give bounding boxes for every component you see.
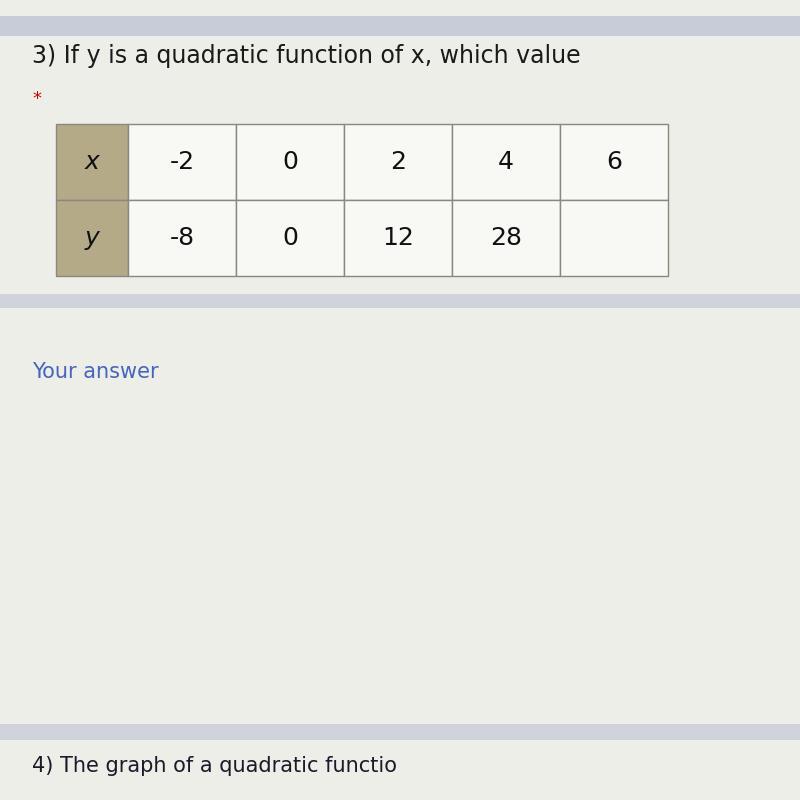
Bar bbox=[0, 294, 800, 308]
Bar bbox=[128, 124, 236, 200]
Bar bbox=[0, 724, 800, 740]
Text: y: y bbox=[85, 226, 99, 250]
Text: 6: 6 bbox=[606, 150, 622, 174]
Bar bbox=[236, 124, 344, 200]
Text: -2: -2 bbox=[170, 150, 194, 174]
Text: 28: 28 bbox=[490, 226, 522, 250]
Bar bbox=[236, 200, 344, 276]
Bar bbox=[560, 124, 668, 200]
Text: 4: 4 bbox=[498, 150, 514, 174]
Bar bbox=[56, 200, 128, 276]
Text: Your answer: Your answer bbox=[32, 362, 158, 382]
Bar bbox=[452, 200, 560, 276]
Bar bbox=[128, 200, 236, 276]
Bar bbox=[344, 124, 452, 200]
Text: -8: -8 bbox=[170, 226, 194, 250]
Bar bbox=[0, 16, 800, 36]
Bar bbox=[344, 200, 452, 276]
Bar bbox=[56, 124, 128, 200]
Text: 12: 12 bbox=[382, 226, 414, 250]
Text: 4) The graph of a quadratic functio: 4) The graph of a quadratic functio bbox=[32, 756, 397, 776]
Text: 2: 2 bbox=[390, 150, 406, 174]
Text: *: * bbox=[32, 90, 41, 108]
Text: x: x bbox=[85, 150, 99, 174]
Bar bbox=[560, 200, 668, 276]
Text: 0: 0 bbox=[282, 150, 298, 174]
Text: 3) If y is a quadratic function of x, which value: 3) If y is a quadratic function of x, wh… bbox=[32, 44, 581, 68]
Bar bbox=[452, 124, 560, 200]
Text: 0: 0 bbox=[282, 226, 298, 250]
